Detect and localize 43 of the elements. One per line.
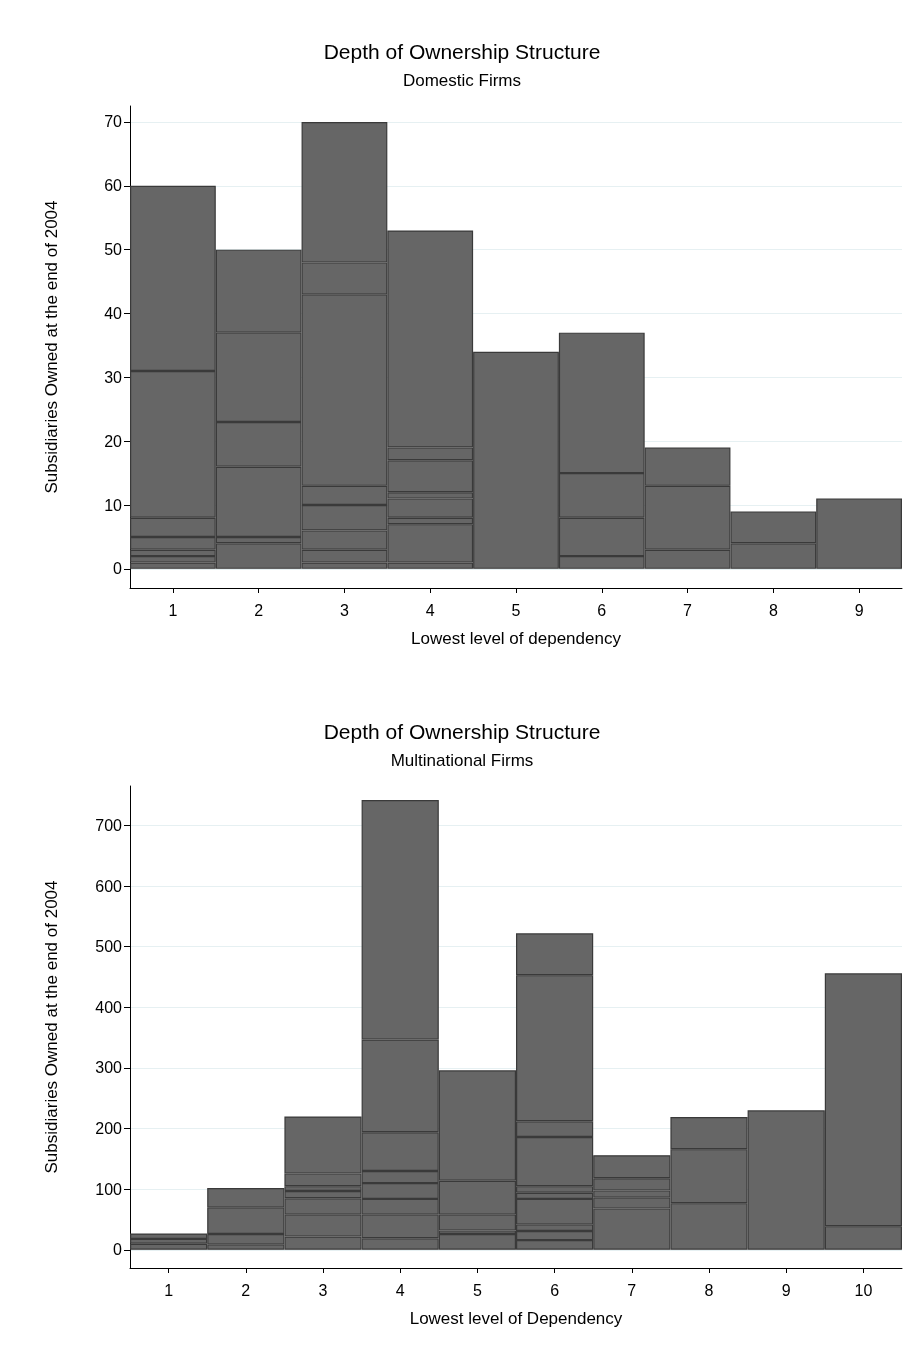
- chart-subtitle: Multinational Firms: [390, 751, 534, 770]
- y-tick-label: 100: [95, 1180, 123, 1198]
- x-tick-label: 4: [395, 1281, 405, 1299]
- x-tick-label: 4: [425, 601, 435, 619]
- y-tick-label: 200: [95, 1120, 123, 1138]
- y-axis-title: Subsidiaries Owned at the end of 2004: [42, 880, 61, 1174]
- x-tick-label: 6: [550, 1281, 560, 1299]
- x-tick-label: 8: [768, 601, 778, 619]
- x-tick-label: 2: [241, 1281, 251, 1299]
- y-tick-label: 50: [104, 241, 123, 259]
- x-tick-label: 5: [511, 601, 521, 619]
- y-tick-label: 300: [95, 1059, 123, 1077]
- chart-title: Depth of Ownership Structure: [323, 720, 601, 743]
- x-tick-label: 3: [318, 1281, 328, 1299]
- x-tick-label: 1: [168, 601, 178, 619]
- y-tick-label: 70: [104, 113, 123, 131]
- y-tick-label: 0: [113, 1241, 123, 1259]
- x-tick-label: 7: [627, 1281, 637, 1299]
- x-tick-label: 7: [683, 601, 693, 619]
- y-tick-label: 400: [95, 998, 123, 1016]
- y-tick-label: 20: [104, 432, 123, 450]
- y-tick-label: 0: [113, 560, 123, 578]
- y-tick-label: 60: [104, 177, 123, 195]
- y-tick-label: 700: [95, 816, 123, 834]
- y-tick-label: 30: [104, 368, 123, 386]
- y-tick-label: 600: [95, 877, 123, 895]
- chart-title: Depth of Ownership Structure: [323, 40, 601, 63]
- y-tick-label: 10: [104, 496, 123, 514]
- x-tick-label: 9: [781, 1281, 791, 1299]
- chart-subtitle: Domestic Firms: [402, 71, 522, 90]
- x-axis-title: Lowest level of Dependency: [409, 1309, 623, 1328]
- x-tick-label: 3: [339, 601, 349, 619]
- x-tick-label: 10: [854, 1281, 873, 1299]
- y-tick-label: 40: [104, 304, 123, 322]
- y-axis-title: Subsidiaries Owned at the end of 2004: [42, 200, 61, 494]
- x-tick-label: 5: [472, 1281, 482, 1299]
- x-tick-label: 6: [597, 601, 607, 619]
- x-tick-label: 1: [164, 1281, 174, 1299]
- y-tick-label: 500: [95, 938, 123, 956]
- x-tick-label: 9: [854, 601, 864, 619]
- x-tick-label: 2: [254, 601, 264, 619]
- x-axis-title: Lowest level of dependency: [411, 629, 622, 648]
- x-tick-label: 8: [704, 1281, 714, 1299]
